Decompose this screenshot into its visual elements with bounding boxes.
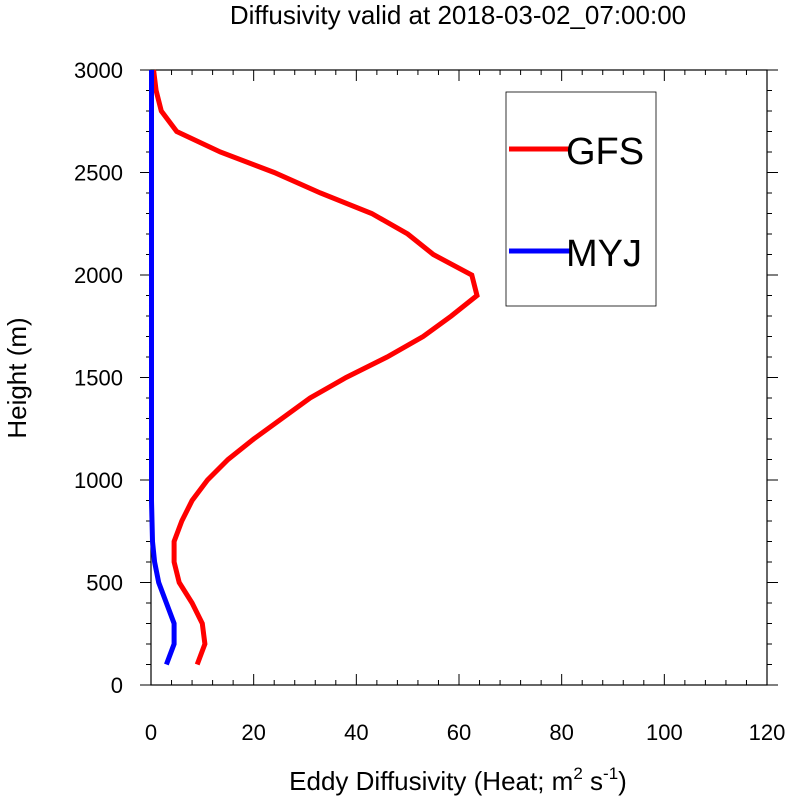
y-axis-label: Height (m) xyxy=(2,317,32,438)
x-axis-label-end: ) xyxy=(618,766,627,796)
legend-label-gfs: GFS xyxy=(566,131,644,173)
x-tick-label: 60 xyxy=(447,720,471,745)
legend: GFS MYJ xyxy=(505,91,657,307)
x-axis-label: Eddy Diffusivity (Heat; m2 s-1) xyxy=(289,764,627,796)
y-tick-label: 1000 xyxy=(74,468,123,493)
legend-box xyxy=(505,91,657,307)
axes-group: 0 20 40 60 80 100 120 0 500 1000 1500 2000 2500 3000 xyxy=(74,58,785,745)
x-axis-label-superscript-1: 2 xyxy=(573,764,582,783)
y-tick-label: 2000 xyxy=(74,263,123,288)
legend-label-myj: MYJ xyxy=(566,233,642,275)
y-tick-label: 0 xyxy=(111,673,123,698)
x-axis-label-mid: s xyxy=(583,766,603,796)
series-line-gfs xyxy=(151,69,480,666)
y-tick-label: 500 xyxy=(86,571,123,596)
chart-title: Diffusivity valid at 2018-03-02_07:00:00 xyxy=(230,0,686,30)
y-tick-label: 1500 xyxy=(74,366,123,391)
x-tick-label: 120 xyxy=(749,720,786,745)
series-group xyxy=(149,69,480,666)
x-tick-label: 20 xyxy=(241,720,265,745)
x-tick-label: 40 xyxy=(344,720,368,745)
series-line-myj xyxy=(149,70,177,666)
x-axis-label-superscript-2: -1 xyxy=(603,764,618,783)
x-tick-label: 0 xyxy=(145,720,157,745)
x-tick-label: 80 xyxy=(549,720,573,745)
y-tick-label: 2500 xyxy=(74,161,123,186)
y-tick-label: 3000 xyxy=(74,58,123,83)
x-axis-label-main: Eddy Diffusivity (Heat; m xyxy=(289,766,573,796)
x-tick-label: 100 xyxy=(646,720,683,745)
